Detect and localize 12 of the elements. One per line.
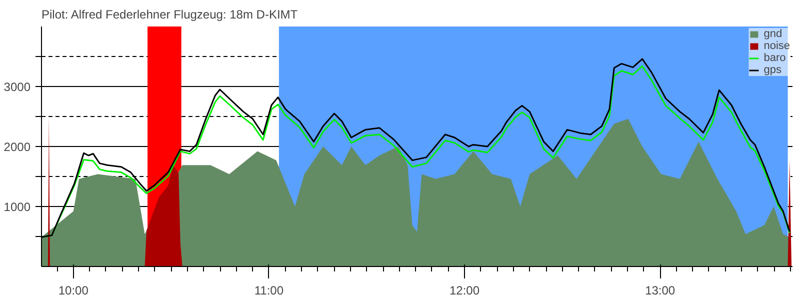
legend-label: baro: [764, 52, 786, 64]
x-tick-label: 11:00: [254, 284, 284, 298]
x-tick-label: 13:00: [645, 284, 676, 298]
legend-label: gps: [764, 64, 782, 76]
x-tick-label: 10:00: [58, 284, 89, 298]
chart-title: Pilot: Alfred Federlehner Flugzeug: 18m D-KIMT: [42, 8, 298, 22]
legend-label: gnd: [764, 28, 784, 40]
y-tick-label: 3000: [4, 80, 31, 94]
x-tick-label: 12:00: [450, 284, 480, 298]
y-tick-label: 2000: [4, 140, 31, 154]
legend-label: noise: [764, 40, 790, 52]
y-tick-label: 1000: [4, 200, 31, 214]
